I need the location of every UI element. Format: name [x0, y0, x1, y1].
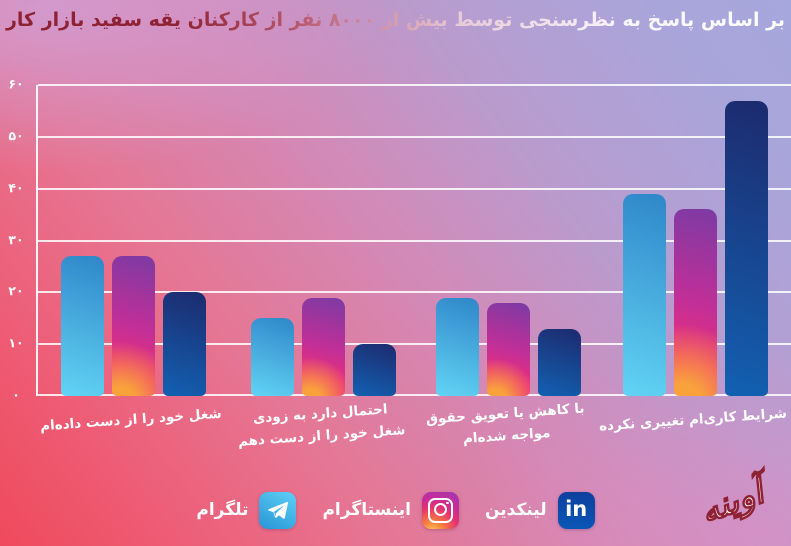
bar-group-2 [250, 85, 396, 396]
bar-instagram [486, 302, 530, 396]
plot-area [36, 84, 791, 396]
bar-instagram [111, 256, 155, 396]
chart-title: بر اساس پاسخ به نظرسنجی توسط بیش از ۸۰۰۰… [0, 9, 791, 31]
gridline-30 [38, 239, 791, 242]
gridline-10 [38, 343, 791, 346]
bar-telegram [435, 297, 479, 396]
bar-group-1 [60, 85, 206, 396]
x-category-label: شرایط کاری‌ام تغییری نکرده [598, 405, 788, 435]
x-category-label: احتمال دارد به زودی شغل خود را از دست دهم [237, 401, 406, 450]
gridline-50 [38, 135, 791, 138]
y-tick-label: ۳۰ [7, 231, 25, 247]
legend-item-linkedin: in لینکدین [484, 491, 595, 529]
bar-instagram [301, 297, 345, 396]
gridline-0 [38, 394, 791, 396]
x-category-label: با کاهش یا تعویق حقوق مواجه شده‌ام [425, 400, 585, 447]
y-tick-label: ۱۰ [7, 334, 25, 351]
bar-linkedin [162, 292, 206, 396]
x-category-label: شغل خود را از دست داده‌ام [39, 405, 223, 435]
bar-linkedin [537, 328, 581, 396]
gridline-20 [38, 291, 791, 294]
y-tick-label: ۴۰ [7, 179, 25, 196]
y-tick-label: ۶۰ [7, 75, 25, 92]
bar-group-4 [622, 85, 768, 396]
y-tick-label: ۰ [11, 386, 21, 403]
instagram-icon [421, 491, 459, 529]
bar-linkedin [724, 100, 768, 396]
y-tick-label: ۵۰ [7, 127, 25, 144]
telegram-icon [259, 491, 297, 529]
legend-label-linkedin: لینکدین [484, 500, 547, 520]
legend-item-telegram: تلگرام [196, 491, 297, 529]
y-tick-label: ۲۰ [7, 282, 25, 299]
bar-group-3 [435, 85, 581, 396]
legend: in لینکدین اینستاگرام تلگرام [0, 486, 791, 534]
watermark-logo: آوینه [695, 472, 770, 533]
linkedin-icon: in [557, 491, 595, 529]
gridline-60 [38, 84, 791, 86]
legend-label-instagram: اینستاگرام [322, 500, 411, 520]
bar-telegram [250, 318, 294, 396]
gridline-40 [38, 187, 791, 190]
legend-label-telegram: تلگرام [196, 500, 249, 520]
bar-instagram [673, 209, 717, 396]
bar-telegram [622, 193, 666, 396]
bar-telegram [60, 256, 104, 396]
bar-linkedin [352, 344, 396, 396]
legend-item-instagram: اینستاگرام [322, 491, 459, 529]
